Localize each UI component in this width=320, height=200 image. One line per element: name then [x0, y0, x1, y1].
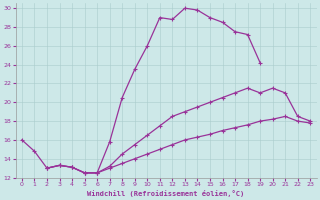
X-axis label: Windchill (Refroidissement éolien,°C): Windchill (Refroidissement éolien,°C) [87, 190, 245, 197]
